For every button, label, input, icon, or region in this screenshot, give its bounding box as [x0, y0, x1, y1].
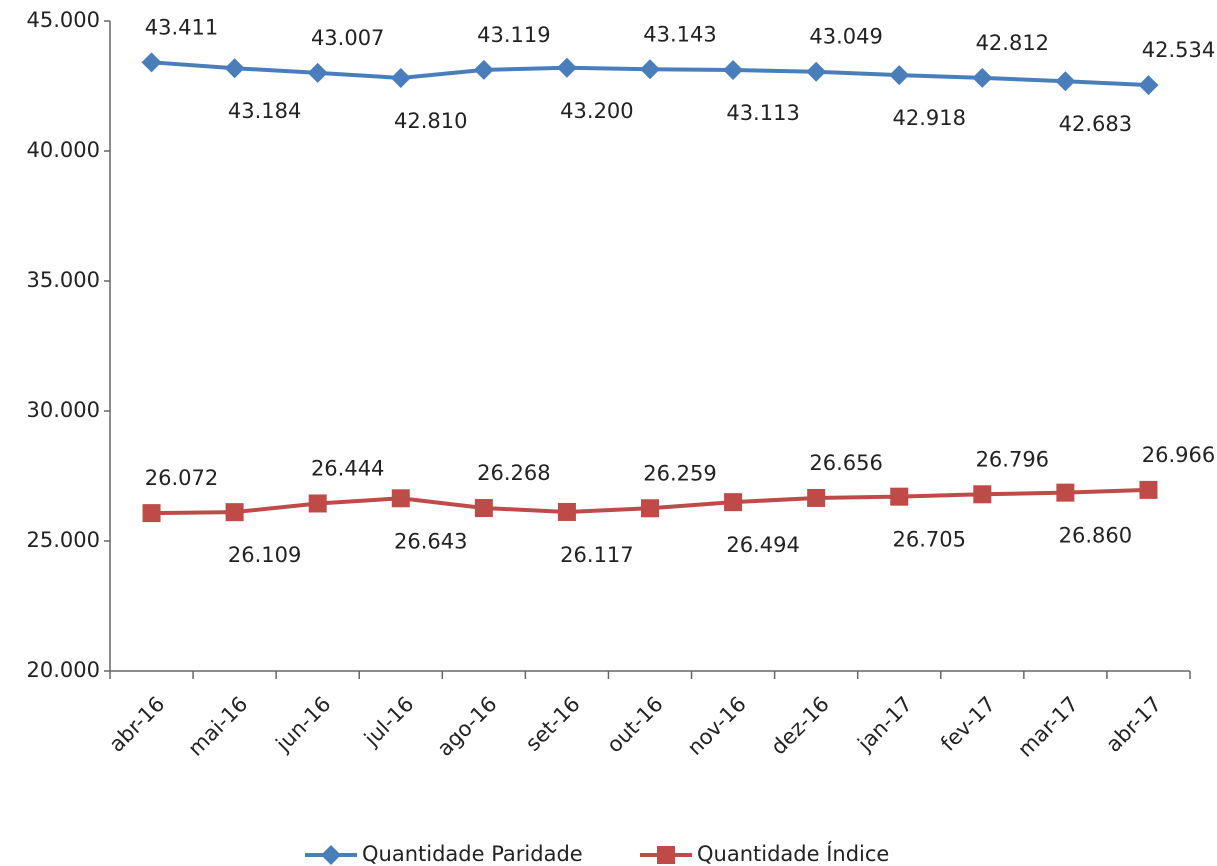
data-label: 26.444 — [311, 456, 384, 480]
data-label: 43.007 — [311, 26, 384, 50]
marker — [641, 499, 659, 518]
data-label: 26.656 — [809, 451, 882, 475]
marker — [807, 488, 826, 507]
data-label: 42.810 — [394, 109, 467, 133]
data-label: 42.918 — [892, 106, 965, 130]
data-label: 43.113 — [726, 101, 799, 125]
data-label: 26.966 — [1142, 443, 1215, 467]
x-tick-label: mai-16 — [183, 692, 252, 761]
data-label: 26.494 — [726, 533, 799, 557]
marker — [973, 485, 992, 504]
x-tick-label: jan-17 — [852, 692, 917, 757]
marker — [308, 494, 327, 513]
x-tick-label: mar-17 — [1013, 692, 1083, 762]
data-label: 43.184 — [228, 99, 301, 123]
marker — [474, 499, 493, 518]
marker — [224, 58, 245, 79]
marker — [391, 489, 410, 508]
data-label: 43.200 — [560, 99, 633, 123]
marker — [723, 60, 744, 81]
x-tick-label: jul-16 — [359, 692, 419, 752]
data-label: 42.812 — [976, 31, 1049, 55]
marker — [557, 502, 576, 521]
data-label: 26.259 — [643, 461, 716, 485]
x-tick-label: out-16 — [602, 692, 668, 758]
data-label: 26.860 — [1059, 524, 1132, 548]
legend-label: Quantidade Paridade — [362, 842, 583, 866]
y-tick-label: 45.000 — [27, 8, 100, 32]
marker — [141, 52, 162, 73]
x-tick-label: ago-16 — [433, 692, 502, 761]
data-label: 43.049 — [809, 25, 882, 49]
x-tick-label: set-16 — [521, 692, 585, 756]
data-label: 43.411 — [145, 15, 218, 39]
y-tick-label: 40.000 — [27, 138, 100, 162]
data-label: 43.119 — [477, 23, 550, 47]
x-tick-label: abr-16 — [104, 692, 169, 757]
marker — [1138, 75, 1159, 96]
marker — [142, 504, 161, 523]
y-tick-label: 20.000 — [27, 658, 100, 682]
y-tick-label: 35.000 — [27, 268, 100, 292]
marker — [307, 62, 328, 83]
x-tick-label: jun-16 — [271, 692, 336, 757]
marker — [890, 487, 909, 506]
marker — [1055, 71, 1076, 92]
data-label: 26.109 — [228, 543, 301, 567]
legend-label: Quantidade Índice — [697, 841, 889, 866]
data-label: 26.705 — [892, 528, 965, 552]
marker — [889, 65, 910, 86]
data-label: 26.072 — [145, 466, 218, 490]
marker — [806, 61, 827, 82]
marker — [972, 67, 993, 88]
marker — [1056, 483, 1075, 502]
x-tick-label: dez-16 — [766, 692, 834, 760]
marker — [724, 493, 743, 512]
data-label: 42.683 — [1059, 112, 1132, 136]
x-tick-label: nov-16 — [683, 692, 751, 760]
y-tick-label: 25.000 — [27, 528, 100, 552]
data-label: 26.796 — [976, 447, 1049, 471]
marker — [657, 846, 675, 864]
data-label: 43.143 — [643, 22, 716, 46]
data-label: 42.534 — [1142, 38, 1215, 62]
marker — [473, 59, 494, 80]
marker — [225, 503, 244, 522]
marker — [1139, 480, 1158, 499]
y-tick-label: 30.000 — [27, 398, 100, 422]
marker — [390, 67, 411, 88]
marker — [321, 845, 341, 865]
data-label: 26.643 — [394, 529, 467, 553]
x-tick-label: fev-17 — [936, 692, 1000, 756]
data-label: 26.117 — [560, 543, 633, 567]
x-tick-label: abr-17 — [1101, 692, 1166, 757]
marker — [640, 59, 660, 80]
marker — [556, 57, 577, 78]
data-label: 26.268 — [477, 461, 550, 485]
